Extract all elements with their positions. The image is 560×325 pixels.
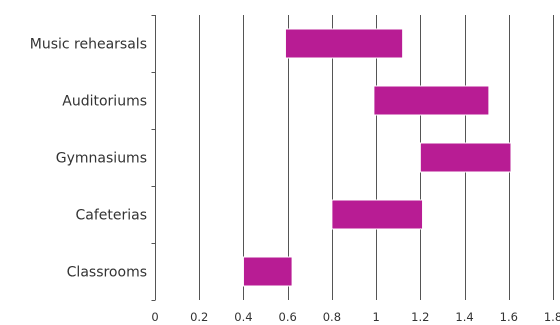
bar [242,256,293,287]
bar [331,199,424,230]
category-label: Classrooms [67,265,147,281]
category-label: Cafeterias [75,208,147,224]
x-tick-label: 0.8 [323,310,341,324]
category-label: Gymnasiums [56,151,147,167]
x-tick-label: 1.2 [411,310,429,324]
x-tick-label: 1 [372,310,379,324]
x-tick-label: 0.2 [190,310,208,324]
x-tick-label: 0 [151,310,158,324]
category-label: Auditoriums [62,94,147,110]
bar [419,142,512,173]
x-tick-label: 1.4 [455,310,473,324]
bar [284,28,404,59]
x-tick-label: 0.4 [234,310,252,324]
label-layer: 0 0.2 0.4 0.6 0.8 1 1.2 1.4 1.6 1.8 Music rehearsa… [30,37,560,325]
bar-layer [242,28,512,287]
category-label: Music rehearsals [30,37,147,53]
x-tick-label: 1.8 [544,310,560,324]
axis-layer [151,15,156,301]
x-tick-label: 1.6 [500,310,518,324]
bar [373,85,490,116]
x-tick-label: 0.6 [279,310,297,324]
